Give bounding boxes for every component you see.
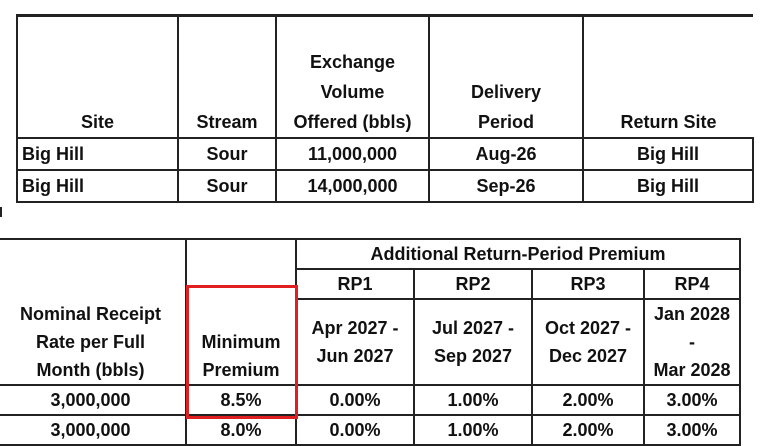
header-volume-line-2: Volume [320,82,385,102]
cell-stream: Sour [177,169,277,203]
cell-nominal-rate: 3,000,000 [0,414,187,446]
period-rp3-end: Dec 2027 [548,346,628,366]
divider-tick [0,207,2,217]
header-rp1: RP1 [295,268,415,300]
header-volume: Exchange Volume Offered (bbls) [275,14,430,139]
cell-rp2: 1.00% [413,414,533,446]
cell-site: Big Hill [16,137,179,171]
header-nominal-line-3: Month (bbls) [36,360,145,380]
period-rp2-start: Jul 2027 - [431,318,515,338]
period-rp1-start: Apr 2027 - [311,318,399,338]
cell-nominal-rate: 3,000,000 [0,384,187,416]
header-minimum-line-1: Minimum [201,332,281,352]
cell-return-site: Big Hill [582,169,754,203]
header-delivery-line-1: Delivery [470,82,542,102]
table-row: 3,000,000 8.0% 0.00% 1.00% 2.00% 3.00% [0,414,741,446]
header-delivery: Delivery Period [428,14,584,139]
premium-table: Nominal Receipt Rate per Full Month (bbl… [0,238,741,446]
cell-rp1: 0.00% [295,414,415,446]
period-rp3: Oct 2027 - Dec 2027 [531,298,645,386]
header-volume-line-1: Exchange [309,52,396,72]
header-nominal: Nominal Receipt Rate per Full Month (bbl… [0,238,187,386]
period-rp4-end: Mar 2028 [653,360,731,380]
cell-delivery: Aug-26 [428,137,584,171]
header-rp3: RP3 [531,268,645,300]
period-rp3-start: Oct 2027 - [544,318,632,338]
header-delivery-line-2: Period [477,112,534,132]
cell-stream: Sour [177,137,277,171]
table-row: 3,000,000 8.5% 0.00% 1.00% 2.00% 3.00% [0,384,741,416]
cell-rp3: 2.00% [531,384,645,416]
header-nominal-line-2: Rate per Full [35,332,146,352]
cell-rp1: 0.00% [295,384,415,416]
header-return-site: Return Site [582,14,753,139]
cell-minimum-premium: 8.5% [185,384,297,416]
period-rp2: Jul 2027 - Sep 2027 [413,298,533,386]
header-rp4: RP4 [643,268,741,300]
cell-volume: 11,000,000 [275,137,430,171]
header-minimum-premium: Minimum Premium [185,238,297,386]
header-stream: Stream [177,14,277,139]
period-rp4-start: Jan 2028 - [653,304,731,352]
period-rp2-end: Sep 2027 [433,346,513,366]
exchange-offer-table: Site Stream Exchange Volume Offered (bbl… [16,14,754,203]
cell-delivery: Sep-26 [428,169,584,203]
minimum-premium-highlight [186,285,298,419]
period-rp1: Apr 2027 - Jun 2027 [295,298,415,386]
cell-minimum-premium: 8.0% [185,414,297,446]
cell-rp4: 3.00% [643,414,741,446]
cell-rp4: 3.00% [643,384,741,416]
period-rp4: Jan 2028 - Mar 2028 [643,298,741,386]
header-site: Site [16,14,179,139]
table-row: Big Hill Sour 14,000,000 Sep-26 Big Hill [16,169,754,203]
period-rp1-end: Jun 2027 [316,346,394,366]
cell-rp3: 2.00% [531,414,645,446]
cell-return-site: Big Hill [582,137,754,171]
cell-site: Big Hill [16,169,179,203]
cell-rp2: 1.00% [413,384,533,416]
header-minimum-line-2: Premium [202,360,280,380]
header-rp2: RP2 [413,268,533,300]
header-volume-line-3: Offered (bbls) [293,112,412,132]
header-additional-premium: Additional Return-Period Premium [295,238,741,270]
cell-volume: 14,000,000 [275,169,430,203]
table-row: Big Hill Sour 11,000,000 Aug-26 Big Hill [16,137,754,171]
header-nominal-line-1: Nominal Receipt [19,304,162,324]
